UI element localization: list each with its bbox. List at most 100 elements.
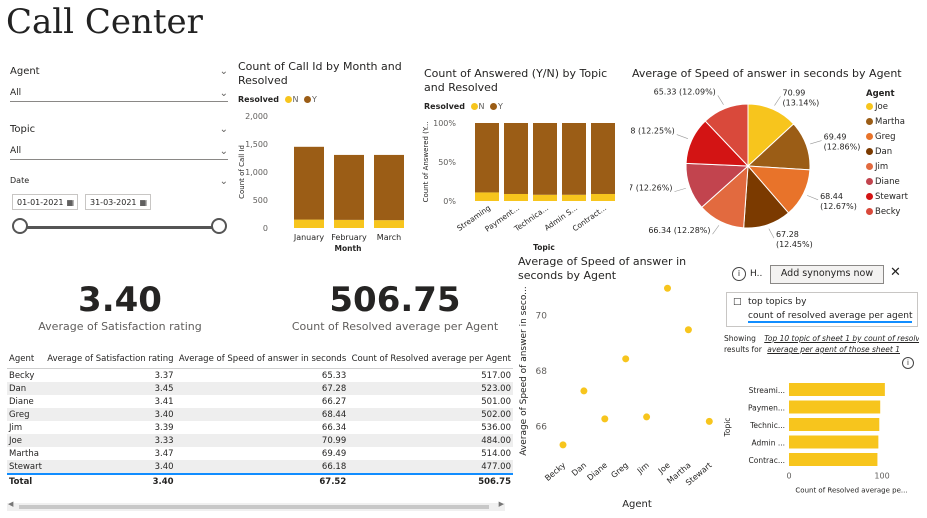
bar-y: [504, 123, 528, 194]
close-icon[interactable]: ✕: [890, 265, 901, 280]
table-cell: 514.00: [481, 448, 511, 459]
qa-result-link[interactable]: Top 10 topic of sheet 1 by count of reso…: [764, 334, 919, 343]
x-tick-label: Jim: [635, 461, 651, 477]
chevron-down-icon[interactable]: ⌄: [219, 66, 228, 77]
pie-data-label: 70.99: [782, 88, 805, 97]
y-tick-label: 1,500: [245, 140, 268, 149]
topic-dropdown[interactable]: All ⌄: [10, 143, 228, 160]
x-axis-title: Count of Resolved average pe...: [795, 487, 907, 495]
pie-chart-title: Average of Speed of answer in seconds by…: [632, 67, 902, 80]
legend-item[interactable]: Martha: [866, 117, 926, 132]
date-range-start-handle[interactable]: [12, 218, 28, 234]
column-header[interactable]: Average of Speed of answer in seconds: [175, 350, 349, 369]
chevron-down-icon[interactable]: ⌄: [219, 124, 228, 135]
qa-question-input[interactable]: count of resolved average per agent: [748, 311, 913, 323]
chevron-down-icon[interactable]: ⌄: [219, 176, 228, 187]
info-icon[interactable]: i: [902, 357, 914, 369]
table-row[interactable]: Stewart 3.40 66.18 477.00: [7, 460, 513, 475]
date-slicer-label: Date: [10, 176, 30, 185]
table-row[interactable]: Diane 3.41 66.27 501.00: [7, 395, 513, 408]
table-row[interactable]: Dan 3.45 67.28 523.00: [7, 382, 513, 395]
legend-label: Martha: [875, 117, 905, 127]
scatter-point: [580, 387, 588, 395]
scrollbar-thumb[interactable]: [19, 505, 489, 509]
y-axis-title: Average of Speed of answer in seco...: [519, 286, 529, 456]
legend-item[interactable]: Dan: [866, 147, 926, 162]
agent-dropdown-value: All: [10, 88, 22, 98]
table-row[interactable]: Greg 3.40 68.44 502.00: [7, 408, 513, 421]
qa-result-link[interactable]: average per agent of those sheet 1: [767, 345, 900, 354]
pie-chart[interactable]: 70.99(13.14%) 69.49(12.86%) 68.44(12.67%) 6…: [630, 86, 865, 251]
legend-label: Becky: [875, 207, 901, 217]
topic-dropdown-value: All: [10, 146, 22, 156]
calendar-icon[interactable]: ▦: [139, 198, 147, 207]
page-title: Call Center: [6, 2, 203, 42]
kpi-card-satisfaction[interactable]: 3.40 Average of Satisfaction rating: [20, 280, 220, 333]
table-scrollbar[interactable]: ◀ ▶: [7, 500, 505, 511]
pie-data-label: 66.34 (12.28%): [648, 226, 710, 235]
legend-item[interactable]: Diane: [866, 177, 926, 192]
date-slicer[interactable]: Date ⌄: [10, 176, 228, 187]
table-cell: 67.28: [175, 382, 349, 395]
topic-chart[interactable]: 0%50%100%Count of Answered (Y...Streamin…: [420, 114, 625, 256]
table-cell: 3.40: [44, 460, 176, 475]
month-chart-title: Count of Call Id by Month and Resolved: [238, 60, 402, 87]
bar-y: [294, 146, 324, 220]
column-header[interactable]: Average of Satisfaction rating: [44, 350, 176, 369]
column-header[interactable]: Count of Resolved average per Agent: [348, 350, 513, 369]
y-tick-label: Contrac...: [749, 456, 785, 465]
table-cell: 484.00: [348, 434, 513, 447]
table-cell: Stewart: [7, 460, 45, 475]
table-cell: Becky: [9, 370, 35, 381]
bar-n: [334, 219, 364, 228]
date-range-end-handle[interactable]: [211, 218, 227, 234]
start-date-input[interactable]: 01-01-2021 ▦: [12, 194, 78, 210]
bar-y: [562, 123, 586, 195]
x-tick-label: Becky: [543, 460, 567, 482]
bar-n: [374, 220, 404, 228]
legend-swatch: [866, 178, 873, 185]
qa-question-box[interactable]: □ top topics by count of resolved averag…: [726, 292, 918, 327]
column-header[interactable]: Agent: [7, 350, 45, 369]
table-cell: Dan: [7, 382, 45, 395]
legend-item[interactable]: Becky: [866, 207, 926, 222]
legend-item[interactable]: Joe: [866, 102, 926, 117]
scroll-left-icon[interactable]: ◀: [8, 500, 14, 508]
legend-item[interactable]: Jim: [866, 162, 926, 177]
table-row[interactable]: Joe 3.33 70.99 484.00: [7, 434, 513, 447]
kpi-card-resolved[interactable]: 506.75 Count of Resolved average per Age…: [270, 280, 520, 333]
info-icon[interactable]: i: [732, 267, 746, 281]
month-chart[interactable]: 0 500 1,000 1,500 2,000 Count of Call Id Janua…: [236, 108, 416, 258]
table-row[interactable]: Becky 3.37 65.33 517.00: [7, 369, 513, 383]
agent-slicer[interactable]: Agent ⌄ All ⌄: [10, 66, 228, 102]
legend-item[interactable]: Greg: [866, 132, 926, 147]
scatter-chart[interactable]: 66 68 70 Average of Speed of answer in seco…: [515, 284, 720, 514]
table-row[interactable]: Martha 3.47 69.49 514.00: [7, 447, 513, 460]
scatter-point: [559, 441, 567, 449]
pie-leader-line: [676, 134, 689, 139]
end-date-input[interactable]: 31-03-2021 ▦: [85, 194, 151, 210]
y-tick-label: Admin ...: [752, 439, 785, 448]
scroll-right-icon[interactable]: ▶: [498, 500, 504, 508]
topic-slicer[interactable]: Topic ⌄ All ⌄: [10, 124, 228, 160]
x-tick-label: Diane: [585, 461, 609, 483]
pie-leader-line: [712, 225, 720, 235]
legend-label: Jim: [875, 162, 889, 172]
add-synonyms-button[interactable]: Add synonyms now: [770, 265, 884, 284]
date-range-track[interactable]: [22, 226, 219, 229]
topic-chart-title: Count of Answered (Y/N) by Topic and Res…: [424, 67, 608, 94]
agent-table[interactable]: Agent Average of Satisfaction rating Ave…: [7, 350, 513, 489]
table-cell: 70.99: [175, 434, 349, 447]
qa-results-for-label: results for: [724, 345, 762, 354]
qa-bar-chart[interactable]: Streami... Paymen... Technic... Admin ... Co…: [722, 375, 922, 510]
calendar-icon[interactable]: ▦: [66, 198, 74, 207]
legend-item[interactable]: Stewart: [866, 192, 926, 207]
table-row[interactable]: Jim 3.39 66.34 536.00: [7, 421, 513, 434]
topic-slicer-label: Topic: [10, 124, 36, 135]
legend-swatch: [866, 208, 873, 215]
bar-n: [294, 219, 324, 228]
table-cell: 66.34: [321, 422, 347, 433]
pie-data-label-pct: (13.14%): [782, 98, 819, 107]
table-cell: 502.00: [348, 408, 513, 421]
agent-dropdown[interactable]: All ⌄: [10, 85, 228, 102]
